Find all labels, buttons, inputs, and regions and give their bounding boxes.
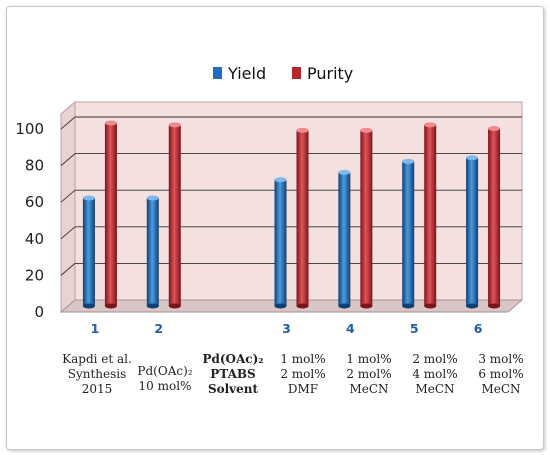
bar-purity [168, 124, 181, 306]
x-tick-label: 3 [282, 321, 291, 336]
bar-base [104, 303, 117, 309]
legend-swatch-yield [213, 67, 222, 79]
condition-label: 3 mol% 6 mol% MeCN [466, 352, 536, 397]
bar-purity [104, 123, 117, 306]
bar-yield-cap [274, 177, 287, 183]
condition-label: 1 mol% 2 mol% DMF [268, 352, 338, 397]
y-axis: 0 20 40 60 80 100 [15, 120, 44, 321]
gridline-side [60, 263, 76, 276]
bar-purity-cap [168, 122, 181, 128]
legend-label-yield: Yield [227, 64, 266, 83]
condition-line: 2 mol% [346, 367, 392, 381]
bar-yield [402, 161, 415, 306]
plot-area [59, 100, 524, 314]
bar-purity-cap [360, 127, 373, 133]
bar-base [424, 303, 437, 309]
bar-purity-cap [104, 120, 117, 126]
bars [82, 120, 501, 309]
bar-yield-cap [146, 195, 159, 201]
bar-yield [274, 179, 287, 306]
gridline-side [60, 116, 76, 130]
x-tick-label: 6 [474, 321, 483, 336]
bar-base [274, 303, 287, 309]
plot-side-wall [60, 100, 76, 314]
condition-line: 2015 [81, 382, 113, 396]
y-tick-label: 20 [25, 266, 44, 284]
y-tick-label: 80 [25, 157, 44, 175]
condition-line: MeCN [481, 382, 521, 396]
bar-purity-cap [424, 122, 437, 128]
legend-swatch-purity [292, 67, 301, 79]
x-tick-label: 2 [154, 321, 163, 336]
gridline-side [60, 226, 76, 240]
bar-purity [360, 130, 373, 306]
bar-yield-cap [82, 195, 95, 201]
bar-base [82, 303, 95, 309]
bar-yield-cap [402, 158, 415, 164]
condition-line: Kapdi et al. [62, 352, 132, 366]
condition-label: Pd(OAc)₂ 10 mol% [130, 364, 200, 394]
condition-line: 4 mol% [412, 367, 458, 381]
condition-line: DMF [287, 382, 319, 396]
condition-line: 10 mol% [138, 379, 192, 393]
condition-line: Solvent [207, 382, 259, 396]
bar-base [338, 303, 351, 309]
condition-line: 3 mol% [478, 352, 524, 366]
x-tick-label: 4 [346, 321, 355, 336]
bar-base [168, 303, 181, 309]
condition-line: MeCN [349, 382, 389, 396]
condition-label: 2 mol% 4 mol% MeCN [400, 352, 470, 397]
condition-line: 6 mol% [478, 367, 524, 381]
condition-line: Pd(OAc)₂ [137, 364, 193, 378]
bar-yield [338, 172, 351, 306]
condition-line: MeCN [415, 382, 455, 396]
condition-line: 2 mol% [280, 367, 326, 381]
legend: Yield Purity [213, 64, 353, 83]
condition-label: 1 mol% 2 mol% MeCN [334, 352, 404, 397]
gridline-side [60, 189, 76, 203]
condition-label: Kapdi et al. Synthesis 2015 [62, 352, 132, 397]
y-tick-label: 0 [34, 303, 44, 321]
bar-yield-cap [338, 169, 351, 175]
bar-yield-cap [466, 155, 479, 161]
condition-line: PTABS [210, 367, 256, 381]
condition-line: 1 mol% [280, 352, 326, 366]
gridline-side [60, 153, 76, 166]
bar-purity [424, 124, 437, 306]
bar-base [466, 303, 479, 309]
x-tick-label: 1 [91, 321, 100, 336]
condition-line: 1 mol% [346, 352, 392, 366]
bar-base [296, 303, 309, 309]
bar-purity-cap [488, 125, 501, 131]
y-tick-label: 100 [15, 120, 44, 138]
bar-yield [82, 198, 95, 306]
condition-line: Pd(OAc)₂ [202, 352, 264, 366]
plot-floor [59, 299, 524, 313]
x-axis: 1 2 3 4 5 6 [91, 321, 483, 336]
bar-purity [296, 130, 309, 306]
bar-yield [146, 198, 159, 306]
y-tick-label: 60 [25, 193, 44, 211]
bar-base [402, 303, 415, 309]
bar-base [146, 303, 159, 309]
bar-base [488, 303, 501, 309]
condition-line: Synthesis [67, 367, 127, 381]
condition-label: Pd(OAc)₂ PTABS Solvent [198, 352, 268, 397]
bar-yield [466, 157, 479, 306]
legend-label-purity: Purity [307, 64, 353, 83]
bar-purity-cap [296, 127, 309, 133]
bar-base [360, 303, 373, 309]
condition-line: 2 mol% [412, 352, 458, 366]
x-tick-label: 5 [410, 321, 419, 336]
bar-purity [488, 128, 501, 306]
y-tick-label: 40 [25, 230, 44, 248]
